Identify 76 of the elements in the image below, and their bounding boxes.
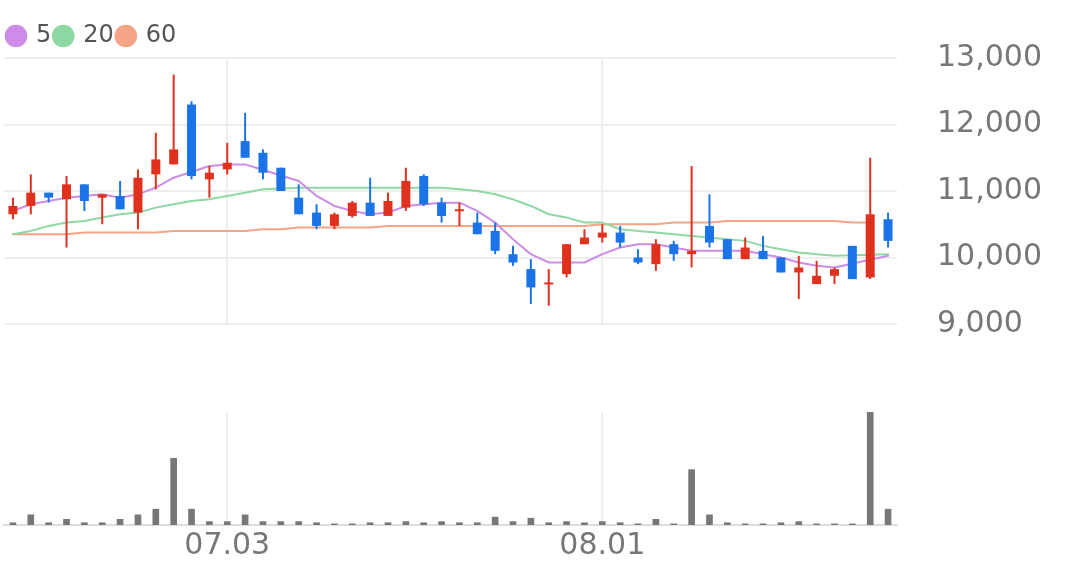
- bar: [295, 521, 303, 525]
- candlestick: [26, 173, 36, 216]
- bar: [509, 521, 517, 525]
- candlestick: [79, 183, 89, 212]
- bar: [866, 412, 874, 525]
- bar: [206, 521, 213, 525]
- candlestick: [437, 196, 447, 224]
- candlestick: [383, 191, 393, 217]
- y-tick-label: 10,000: [937, 237, 1042, 273]
- candlestick: [97, 193, 107, 226]
- bar: [116, 519, 124, 525]
- candlestick: [454, 201, 464, 227]
- bar: [688, 469, 695, 525]
- bar: [313, 522, 320, 525]
- bar: [473, 522, 481, 525]
- bar: [81, 522, 88, 525]
- candlestick: [508, 244, 518, 267]
- candlestick: [204, 165, 214, 199]
- x-tick-label: 08.01: [559, 525, 646, 561]
- legend-label: 5: [36, 20, 52, 49]
- bar: [563, 521, 570, 525]
- candlestick: [704, 193, 714, 249]
- bar: [384, 522, 392, 525]
- candlestick: [883, 211, 893, 249]
- candlestick: [62, 175, 72, 249]
- bar: [420, 522, 428, 525]
- bar: [652, 519, 660, 525]
- candlestick: [490, 221, 500, 256]
- candlestick: [615, 224, 625, 249]
- candlestick: [365, 176, 375, 217]
- x-tick-label: 07.03: [184, 525, 271, 561]
- bar: [152, 508, 160, 525]
- bar: [366, 522, 374, 525]
- candlestick: [115, 180, 125, 211]
- candlestick: [669, 239, 679, 262]
- bar: [616, 522, 624, 525]
- bar: [438, 521, 445, 525]
- bar: [223, 521, 231, 525]
- candlestick: [651, 238, 661, 272]
- bar: [545, 522, 553, 525]
- candlestick: [294, 183, 304, 216]
- bar: [63, 519, 70, 525]
- candlestick: [8, 196, 18, 221]
- legend-label: 20: [83, 20, 114, 49]
- candlestick: [794, 254, 804, 301]
- y-tick-label: 11,000: [937, 170, 1042, 206]
- bar: [706, 514, 713, 525]
- candlestick: [526, 258, 536, 306]
- candlestick: [312, 203, 322, 231]
- bar: [98, 522, 106, 525]
- candlestick: [240, 111, 250, 159]
- bar: [402, 521, 410, 525]
- candlestick: [151, 131, 161, 191]
- legend-label: 60: [145, 20, 177, 49]
- bar: [9, 522, 17, 525]
- bar: [598, 521, 606, 525]
- candlestick: [258, 148, 268, 181]
- bar: [45, 522, 52, 525]
- bar: [581, 522, 588, 525]
- bar: [724, 522, 731, 525]
- bar: [170, 458, 177, 525]
- bar: [27, 514, 35, 525]
- candlestick: [222, 141, 232, 176]
- candlestick: [687, 165, 697, 269]
- candlestick: [544, 268, 554, 307]
- y-tick-label: 13,000: [937, 37, 1042, 73]
- candlestick: [597, 223, 607, 244]
- bar: [456, 522, 463, 525]
- bar: [795, 521, 803, 525]
- bar: [259, 521, 267, 525]
- candlestick: [169, 73, 179, 166]
- y-tick-label: 9,000: [937, 303, 1023, 339]
- bar: [777, 522, 785, 525]
- y-tick-label: 12,000: [937, 104, 1042, 140]
- bar: [188, 508, 195, 525]
- bar: [277, 521, 285, 525]
